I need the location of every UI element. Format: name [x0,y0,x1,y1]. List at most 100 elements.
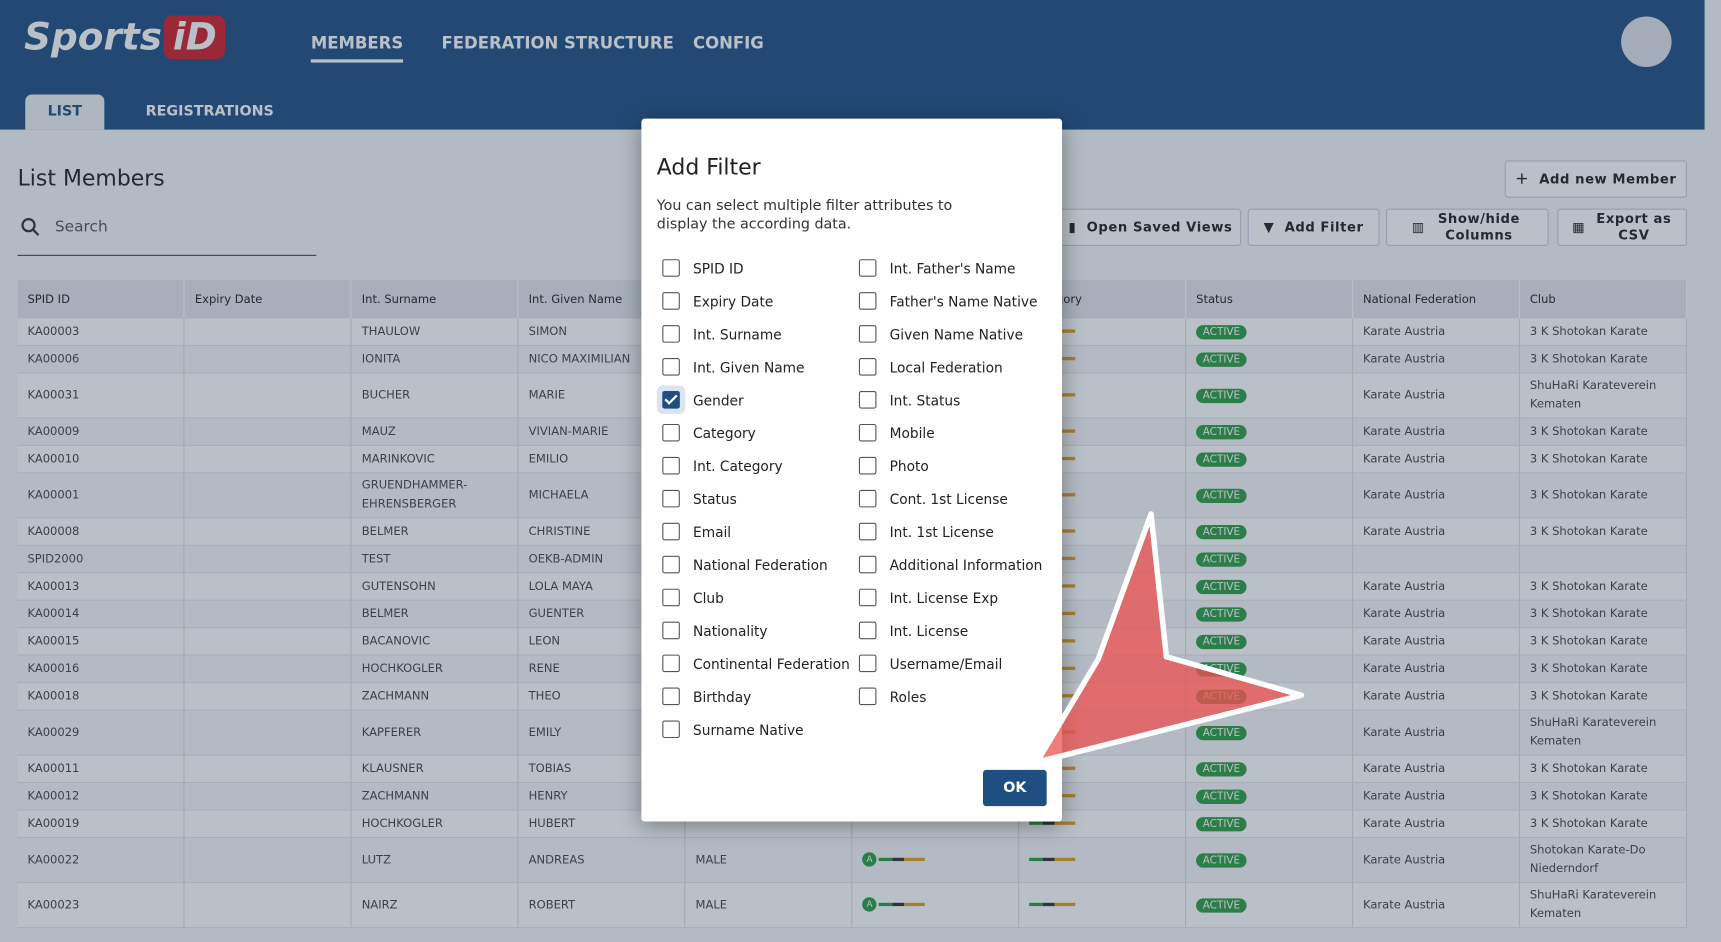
checkbox[interactable] [858,325,877,343]
table-cell [1352,545,1520,574]
filter-option[interactable]: Int. License [858,614,1043,647]
checkbox[interactable] [858,456,877,475]
nav-item[interactable]: MEMBERS [310,33,404,63]
checkbox[interactable] [662,358,680,376]
filter-option[interactable]: Cont. 1st License [858,482,1043,515]
tab[interactable]: LIST [25,94,105,130]
checkbox[interactable] [858,489,877,508]
filter-option[interactable]: Int. Category [662,449,850,482]
filter-option[interactable]: Int. Given Name [662,350,850,383]
checkbox[interactable] [858,358,877,376]
checkbox[interactable] [662,259,680,277]
logo[interactable]: Sports iD [24,15,226,60]
filter-option[interactable]: Expiry Date [662,284,850,317]
search-field[interactable]: Search [17,209,317,256]
checkbox[interactable] [662,555,680,574]
table-cell [184,710,352,756]
avatar[interactable] [1621,16,1672,67]
checkbox[interactable] [858,654,877,673]
table-row[interactable]: KA00022 LUTZ ANDREAS MALE A ACTIVE Karate Aust… [17,837,1687,884]
nav-item[interactable]: CONFIG [693,32,764,53]
checkbox[interactable] [858,259,877,277]
filter-option[interactable]: Int. Status [858,383,1043,416]
filter-option[interactable]: Int. Father's Name [858,252,1043,285]
table-cell: KA00001 [17,472,185,519]
status-badge: ACTIVE [1196,324,1247,339]
cell-text: 3 K Shotokan Karate [1529,424,1648,438]
filter-option[interactable]: Given Name Native [858,317,1043,350]
button[interactable]: ＋ Add new Member [1504,160,1687,198]
checkbox[interactable] [662,588,680,607]
filter-option[interactable]: Club [662,581,850,614]
filter-option[interactable]: Gender [662,383,850,416]
status-badge: ACTIVE [1196,761,1247,776]
checkbox[interactable] [858,687,877,706]
table-row[interactable]: KA00023 NAIRZ ROBERT MALE A ACTIVE Karate Aust… [17,882,1687,929]
checkbox[interactable] [662,325,680,343]
filter-label: Cont. 1st License [889,490,1008,507]
table-cell: KA00014 [17,600,185,629]
button[interactable]: ▼ Add Filter [1247,208,1380,247]
column-header: National Federation [1352,280,1520,319]
checkbox[interactable] [662,687,680,706]
filter-label: Int. Surname [693,325,782,343]
ok-button[interactable]: OK [982,769,1047,807]
filter-option[interactable]: Category [662,416,850,449]
checkbox[interactable] [858,522,877,541]
filter-option[interactable]: Father's Name Native [858,284,1043,317]
filter-label: Club [693,589,724,606]
checkbox[interactable] [662,621,680,640]
table-cell: ACTIVE [1185,755,1354,784]
filter-option[interactable]: Email [662,515,850,548]
button[interactable]: ▥ Show/hide Columns [1386,208,1549,247]
checkbox[interactable] [662,654,680,673]
table-cell: 3 K Shotokan Karate [1519,682,1687,711]
tab[interactable]: REGISTRATIONS [145,103,274,120]
checkbox[interactable] [662,720,680,739]
table-cell [184,572,352,601]
filter-label: Nationality [693,622,768,639]
filter-option[interactable]: Photo [858,449,1043,482]
cell-text: 3 K Shotokan Karate [1529,816,1648,830]
table-cell: KA00029 [17,710,185,756]
checkbox[interactable] [662,390,680,409]
filter-option[interactable]: Birthday [662,680,850,713]
checkbox[interactable] [662,456,680,475]
button[interactable]: ▦ Export as CSV [1557,208,1687,247]
checkbox[interactable] [662,522,680,541]
cell-text: KA00008 [27,524,80,538]
table-cell: KA00003 [17,318,185,346]
nav-item[interactable]: FEDERATION STRUCTURE [441,32,674,53]
checkbox[interactable] [858,292,877,310]
filter-option[interactable]: Int. License Exp [858,581,1043,614]
filter-option[interactable]: Additional Information [858,548,1042,581]
filter-option[interactable]: Int. Surname [662,317,850,350]
table-cell: Karate Austria [1352,372,1520,419]
checkbox[interactable] [858,555,877,574]
filter-option[interactable]: Local Federation [858,350,1043,383]
table-cell: KA00011 [17,755,185,784]
cell-text: Karate Austria [1362,424,1446,438]
filter-option[interactable]: Status [662,482,850,515]
filter-option[interactable]: Int. 1st License [858,515,1043,548]
filter-option[interactable]: Surname Native [662,713,850,746]
filter-option[interactable]: Roles [858,680,1043,713]
filter-option[interactable]: National Federation [662,548,850,581]
checkbox[interactable] [662,292,680,310]
checkbox[interactable] [858,588,877,607]
cell-text: Karate Austria [1362,761,1446,775]
filter-option[interactable]: SPID ID [662,252,850,285]
filter-option[interactable]: Username/Email [858,647,1043,680]
filter-option[interactable]: Continental Federation [662,647,850,680]
filter-option[interactable]: Mobile [858,416,1043,449]
checkbox[interactable] [858,390,877,409]
checkbox[interactable] [858,423,877,442]
table-row[interactable]: KA00019 HOCHKOGLER HUBERT ACTIVE Karate Aust… [17,809,1687,839]
filter-option[interactable]: Nationality [662,614,850,647]
checkbox[interactable] [858,621,877,640]
table-cell [184,517,352,546]
table-cell: 3 K Shotokan Karate [1519,755,1687,784]
checkbox[interactable] [662,489,680,508]
button[interactable]: ▮ Open Saved Views [1059,208,1242,247]
checkbox[interactable] [662,423,680,442]
